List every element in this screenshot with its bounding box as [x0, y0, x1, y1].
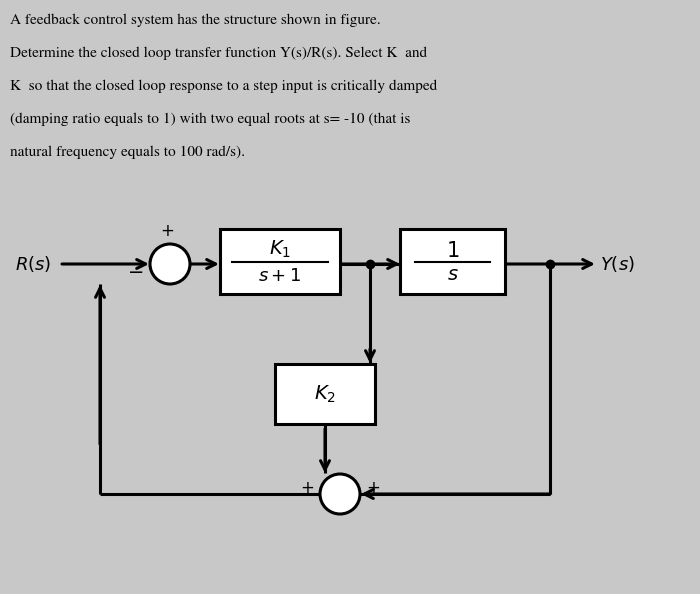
Text: Determine the closed loop transfer function Y(s)/R(s). Select K₁ and: Determine the closed loop transfer funct… — [10, 47, 427, 61]
Bar — [275, 364, 375, 424]
Circle shape — [150, 244, 190, 284]
Text: $s + 1$: $s + 1$ — [258, 267, 302, 285]
Text: $s$: $s$ — [447, 265, 459, 284]
Text: $K_2$: $K_2$ — [314, 383, 336, 405]
Text: $K_1$: $K_1$ — [269, 239, 291, 260]
Text: +: + — [366, 479, 380, 497]
Text: $\it{Y(s)}$: $\it{Y(s)}$ — [600, 254, 635, 274]
Text: $R(s)$: $R(s)$ — [15, 254, 51, 274]
Text: A feedback control system has the structure shown in figure.: A feedback control system has the struct… — [10, 14, 381, 27]
Text: (damping ratio equals to 1) with two equal roots at s= -10 (that is: (damping ratio equals to 1) with two equ… — [10, 113, 410, 127]
Text: −: − — [127, 263, 144, 282]
Circle shape — [320, 474, 360, 514]
Text: +: + — [300, 479, 314, 497]
Text: K₂ so that the closed loop response to a step input is critically damped: K₂ so that the closed loop response to a… — [10, 80, 438, 93]
Text: $1$: $1$ — [446, 241, 459, 261]
Bar — [220, 229, 340, 294]
Text: +: + — [160, 222, 174, 240]
Text: natural frequency equals to 100 rad/s).: natural frequency equals to 100 rad/s). — [10, 146, 245, 159]
Bar — [400, 229, 505, 294]
